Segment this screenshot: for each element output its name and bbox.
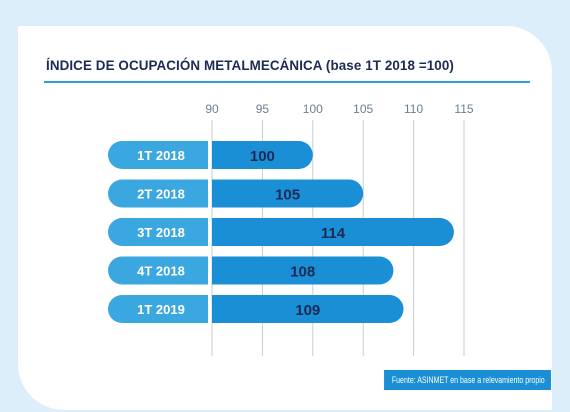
bar [212, 218, 454, 246]
bar [212, 295, 404, 323]
title-divider [44, 81, 530, 83]
category-label: 2T 2018 [137, 187, 185, 202]
x-tick-label: 105 [353, 102, 373, 116]
data-label: 105 [275, 187, 300, 204]
category-pill [108, 218, 208, 246]
bar [212, 179, 364, 208]
category-pill [108, 256, 208, 285]
chart-title: ÍNDICE DE OCUPACIÓN METALMECÁNICA (base … [46, 58, 454, 73]
category-label: 1T 2019 [137, 302, 185, 317]
category-pill [108, 295, 208, 323]
x-tick-label: 110 [404, 102, 423, 116]
data-label: 100 [250, 148, 275, 165]
data-label: 108 [290, 264, 315, 281]
data-label: 109 [295, 302, 320, 319]
bar [212, 141, 313, 169]
category-label: 3T 2018 [137, 225, 185, 240]
category-pill [108, 179, 208, 208]
bar [212, 256, 394, 285]
x-tick-label: 100 [303, 102, 323, 116]
x-tick-label: 90 [205, 102, 219, 116]
source-note: Fuente: ASINMET en base a relevamiento p… [384, 370, 551, 390]
category-label: 1T 2018 [137, 148, 185, 163]
x-tick-label: 95 [256, 102, 270, 116]
category-label: 4T 2018 [137, 264, 185, 279]
data-label: 114 [321, 225, 346, 242]
x-tick-label: 115 [454, 102, 473, 116]
category-pill [108, 141, 208, 169]
